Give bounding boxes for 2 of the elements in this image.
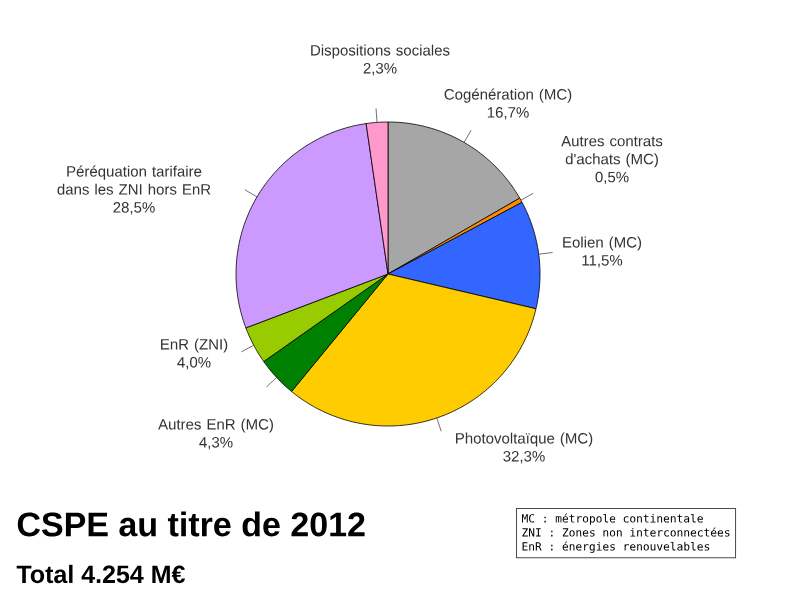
text: CSPE au titre de 2012 <box>17 511 365 537</box>
text: Total 4.254 M€ <box>16 564 185 584</box>
